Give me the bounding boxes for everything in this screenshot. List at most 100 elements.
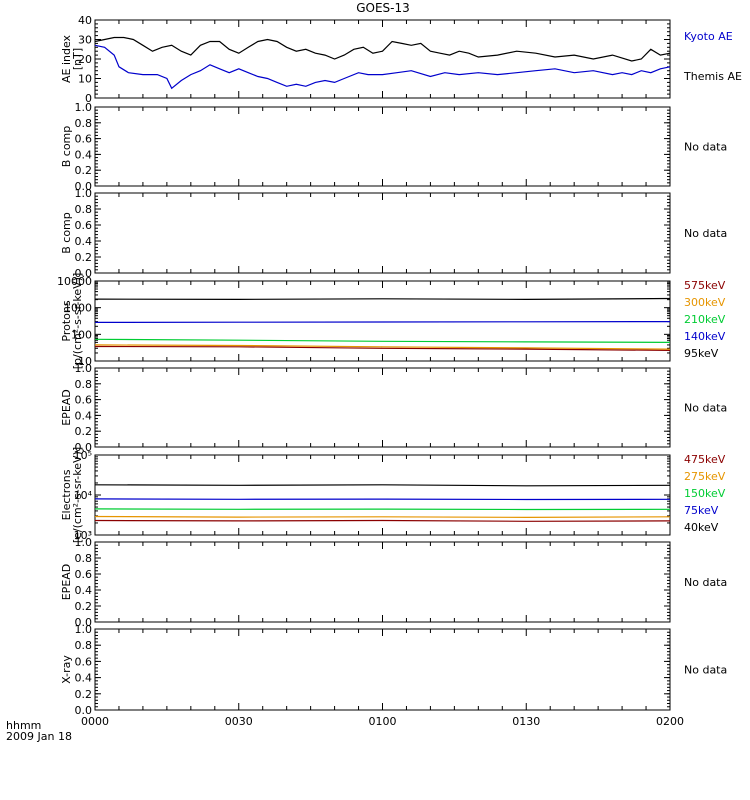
- y-tick-label: 10: [78, 73, 92, 86]
- panel-1: 0 10 20 30 40 AE index[nT] Kyoto AE Themis AE: [60, 14, 742, 105]
- y-tick-label: 40: [78, 14, 92, 27]
- legend-140kev: 140keV: [684, 330, 726, 343]
- x-tick-label: 0000: [81, 715, 109, 728]
- x-axis-labels: 0000 0030 0100 0130 0200: [81, 715, 684, 728]
- series-line-210kev: [94, 338, 671, 343]
- y-tick-label: 1000: [64, 302, 92, 315]
- y-tick-label: 0.4: [75, 148, 93, 161]
- y-tick-label: 0.8: [75, 117, 93, 130]
- x-tick-label: 0200: [656, 715, 684, 728]
- series-line-575kev: [94, 345, 671, 351]
- series-line-kyoto-ae: [94, 44, 671, 90]
- y-axis-label: B comp: [60, 126, 73, 168]
- y-tick-label: 0.2: [75, 251, 93, 264]
- y-axis-label: AE index: [60, 34, 73, 83]
- y-tick-label: 0.0: [75, 616, 93, 629]
- no-data-label: No data: [684, 141, 727, 154]
- series-line-275kev: [94, 515, 671, 519]
- y-tick-label: 0.0: [75, 180, 93, 193]
- panel-frame: [94, 541, 671, 623]
- no-data-label: No data: [684, 227, 727, 240]
- y-tick-label: 1.0: [75, 101, 93, 114]
- panel-frame: [94, 192, 671, 274]
- legend-210kev: 210keV: [684, 313, 726, 326]
- panel-5: 0.0 0.2 0.4 0.6 0.8 1.0 EPEAD No data: [60, 362, 727, 454]
- legend-75kev: 75keV: [684, 504, 719, 517]
- y-axis-label: X-ray: [60, 655, 73, 684]
- y-tick-label: 30: [78, 34, 92, 47]
- date-label: 2009 Jan 18: [6, 730, 72, 743]
- legend-kyoto-ae: Kyoto AE: [684, 30, 733, 43]
- time-label: hhmm: [6, 719, 41, 732]
- panel-3: 0.0 0.2 0.4 0.6 0.8 1.0B comp No data: [60, 187, 727, 280]
- panel-4: 10 100 1000 10000 Protons[p/(cm²-s-sr-keV)] 5…: [57, 273, 726, 370]
- legend-575kev: 575keV: [684, 279, 726, 292]
- legend-475kev: 475keV: [684, 453, 726, 466]
- y-axis-label: Protons: [60, 300, 73, 341]
- y-tick-label: 10: [78, 355, 92, 368]
- legend-themis-ae: Themis AE: [683, 70, 742, 83]
- series-line-150kev: [94, 508, 671, 511]
- series-line-themis-ae: [94, 36, 671, 62]
- legend-150kev: 150keV: [684, 487, 726, 500]
- legend-300kev: 300keV: [684, 296, 726, 309]
- series-line-40kev: [94, 484, 671, 487]
- y-tick-label: 0.6: [75, 655, 93, 668]
- y-tick-label: 0.8: [75, 552, 93, 565]
- no-data-label: No data: [684, 402, 727, 415]
- y-tick-label: 100: [71, 328, 92, 341]
- legend-95kev: 95keV: [684, 347, 719, 360]
- y-axis-label: B comp: [60, 212, 73, 254]
- y-tick-label: 0.8: [75, 203, 93, 216]
- legend-275kev: 275keV: [684, 470, 726, 483]
- y-tick-label: 10⁴: [74, 489, 93, 502]
- y-axis-label: EPEAD: [60, 564, 73, 601]
- series-line-95kev: [94, 297, 671, 301]
- y-tick-label: 0.6: [75, 568, 93, 581]
- y-tick-label: 0.2: [75, 688, 93, 701]
- y-axis-label: EPEAD: [60, 389, 73, 426]
- series-line-300kev: [94, 344, 671, 350]
- panel-frame: [94, 19, 671, 99]
- y-tick-label: 0.4: [75, 409, 93, 422]
- y-tick-label: 0.8: [75, 378, 93, 391]
- panel-frame: [94, 454, 671, 536]
- panel-2: 0.0 0.2 0.4 0.6 0.8 1.0B comp No data: [60, 101, 727, 193]
- panel-frame: [94, 106, 671, 187]
- y-tick-label: 0.8: [75, 639, 93, 652]
- x-tick-label: 0130: [512, 715, 540, 728]
- y-tick-label: 0.2: [75, 164, 93, 177]
- y-tick-label: 0.6: [75, 219, 93, 232]
- no-data-label: No data: [684, 664, 727, 677]
- y-tick-label: 0.6: [75, 133, 93, 146]
- y-tick-label: 10⁵: [74, 449, 92, 462]
- y-tick-label: 1.0: [75, 536, 93, 549]
- y-tick-label: 1.0: [75, 362, 93, 375]
- panels: 0 10 20 30 40 AE index[nT] Kyoto AE Themis AE 0.…: [57, 14, 742, 717]
- y-tick-label: 1.0: [75, 623, 93, 636]
- x-tick-label: 0100: [369, 715, 397, 728]
- chart-title: GOES-13: [356, 1, 410, 15]
- y-tick-label: 0.2: [75, 600, 93, 613]
- y-tick-label: 0.4: [75, 672, 93, 685]
- x-tick-label: 0030: [225, 715, 253, 728]
- panel-frame: [94, 367, 671, 448]
- y-axis-unit: [e/(cm²-s-sr-keV)]: [71, 447, 84, 543]
- y-axis-unit: [nT]: [71, 48, 84, 70]
- y-tick-label: 0: [85, 92, 92, 105]
- panel-frame: [94, 628, 671, 711]
- panel-7: 0.0 0.2 0.4 0.6 0.8 1.0 EPEAD No data: [60, 536, 727, 629]
- y-tick-label: 20: [78, 53, 92, 66]
- legend-40kev: 40keV: [684, 521, 719, 534]
- panel-frame: [94, 280, 671, 362]
- no-data-label: No data: [684, 576, 727, 589]
- panel-8: 0.0 0.2 0.4 0.6 0.8 1.0 X-ray No data: [60, 623, 727, 717]
- y-tick-label: 0.0: [75, 441, 93, 454]
- series-line-475kev: [94, 519, 671, 522]
- y-tick-label: 1.0: [75, 187, 93, 200]
- y-tick-label: 0.0: [75, 704, 93, 717]
- y-axis-unit: [p/(cm²-s-sr-keV)]: [71, 273, 84, 370]
- series-line-140kev: [94, 321, 671, 323]
- y-tick-label: 0.0: [75, 267, 93, 280]
